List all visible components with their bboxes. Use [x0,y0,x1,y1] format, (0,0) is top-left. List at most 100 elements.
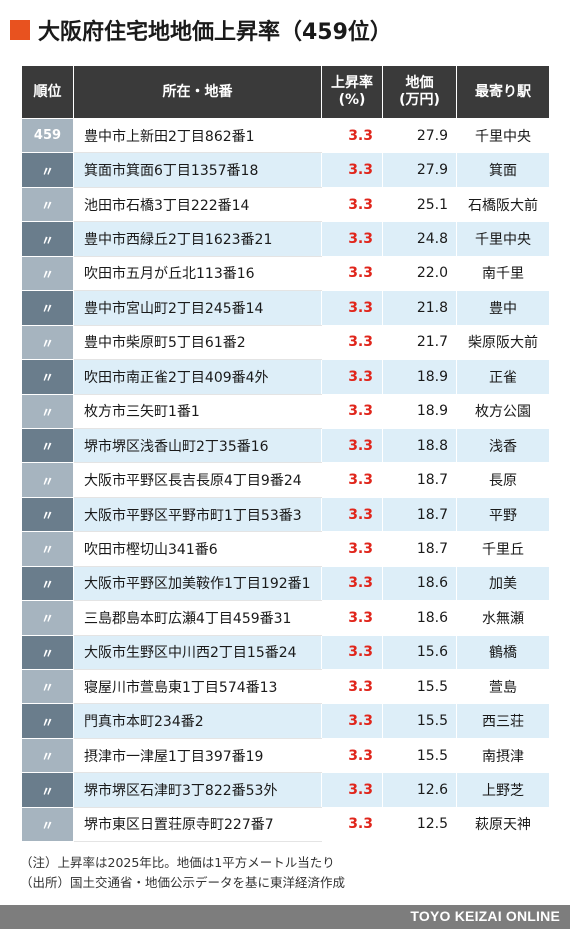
address-cell: 豊中市西緑丘2丁目1623番21 [73,221,322,257]
table-row: 〃箕面市箕面6丁目1357番18 3.3 27.9 箕面 [21,152,550,188]
rank-cell: 〃 [21,427,74,464]
address-cell: 大阪市平野区長吉長原4丁目9番24 [73,462,322,498]
table-row: 〃豊中市宮山町2丁目245番14 3.3 21.8 豊中 [21,290,550,326]
address-cell: 大阪市生野区中川西2丁目15番24 [73,634,322,671]
station-cell: 枚方公園 [456,393,550,429]
table-row: 〃大阪市平野区加美鞍作1丁目192番1 3.3 18.6 加美 [21,565,550,602]
table-row: 〃三島郡島本町広瀬4丁目459番31 3.3 18.6 水無瀬 [21,600,550,636]
rate-cell: 3.3 [321,703,383,739]
price-cell: 18.6 [382,565,457,602]
rank-cell: 〃 [21,634,74,671]
station-cell: 石橋阪大前 [456,186,550,223]
notes: （注）上昇率は2025年比。地価は1平方メートル当たり （出所）国土交通省・地価… [20,853,345,893]
rank-cell: 〃 [21,668,74,705]
rate-cell: 3.3 [321,290,383,326]
station-cell: 千里丘 [456,531,550,567]
station-cell: 箕面 [456,152,550,188]
rate-cell: 3.3 [321,806,383,843]
address-cell: 摂津市一津屋1丁目397番19 [73,737,322,774]
station-cell: 上野芝 [456,772,550,808]
address-cell: 池田市石橋3丁目222番14 [73,186,322,223]
rate-cell: 3.3 [321,427,383,464]
rank-cell: 〃 [21,737,74,774]
address-cell: 豊中市上新田2丁目862番1 [73,117,322,154]
address-cell: 堺市東区日置荘原寺町227番7 [73,806,322,843]
rate-cell: 3.3 [321,255,383,292]
address-cell: 豊中市宮山町2丁目245番14 [73,290,322,326]
table-header-row: 順位 所在・地番 上昇率 (%) 地価 (万円) 最寄り駅 [21,65,550,119]
ranking-table: 順位 所在・地番 上昇率 (%) 地価 (万円) 最寄り駅 459 豊中市上新田2丁目… [21,65,550,843]
brand-logo-text: TOYO KEIZAI ONLINE [410,908,560,924]
station-cell: 千里中央 [456,117,550,154]
rank-cell: 〃 [21,152,74,188]
header-station: 最寄り駅 [456,65,550,119]
rate-cell: 3.3 [321,393,383,429]
table-row: 〃大阪市平野区平野市町1丁目53番3 3.3 18.7 平野 [21,496,550,533]
address-cell: 大阪市平野区平野市町1丁目53番3 [73,496,322,533]
price-cell: 18.9 [382,393,457,429]
station-cell: 柴原阪大前 [456,324,550,361]
station-cell: 萱島 [456,668,550,705]
note-line-2: （出所）国土交通省・地価公示データを基に東洋経済作成 [20,875,346,890]
rate-cell: 3.3 [321,565,383,602]
rank-cell: 〃 [21,186,74,223]
station-cell: 萩原天神 [456,806,550,843]
header-rate: 上昇率 (%) [321,65,383,119]
price-cell: 15.5 [382,668,457,705]
address-cell: 三島郡島本町広瀬4丁目459番31 [73,600,322,636]
rank-cell: 〃 [21,806,74,843]
address-cell: 寝屋川市萱島東1丁目574番13 [73,668,322,705]
rate-cell: 3.3 [321,117,383,154]
price-cell: 15.6 [382,634,457,671]
station-cell: 鶴橋 [456,634,550,671]
address-cell: 豊中市柴原町5丁目61番2 [73,324,322,361]
header-price-line1: 地価 [405,75,434,91]
price-cell: 24.8 [382,221,457,257]
rank-cell: 〃 [21,393,74,429]
rate-cell: 3.3 [321,324,383,361]
station-cell: 豊中 [456,290,550,326]
address-cell: 吹田市五月が丘北113番16 [73,255,322,292]
rate-cell: 3.3 [321,496,383,533]
rank-cell: 〃 [21,496,74,533]
rank-cell: 〃 [21,324,74,361]
header-price-line2: (万円) [399,92,440,108]
rate-cell: 3.3 [321,772,383,808]
station-cell: 正雀 [456,359,550,395]
table-row: 〃吹田市南正雀2丁目409番4外 3.3 18.9 正雀 [21,359,550,395]
header-address: 所在・地番 [73,65,322,119]
table-row: 459 豊中市上新田2丁目862番1 3.3 27.9 千里中央 [21,117,550,154]
station-cell: 千里中央 [456,221,550,257]
rank-cell: 〃 [21,703,74,739]
rate-cell: 3.3 [321,359,383,395]
price-cell: 25.1 [382,186,457,223]
address-cell: 大阪市平野区加美鞍作1丁目192番1 [73,565,322,602]
table-row: 〃大阪市生野区中川西2丁目15番24 3.3 15.6 鶴橋 [21,634,550,671]
station-cell: 加美 [456,565,550,602]
table-row: 〃豊中市柴原町5丁目61番2 3.3 21.7 柴原阪大前 [21,324,550,361]
rank-cell: 〃 [21,772,74,808]
footer-bar: TOYO KEIZAI ONLINE [0,905,570,929]
header-rate-line2: (%) [338,92,366,108]
table-row: 〃大阪市平野区長吉長原4丁目9番24 3.3 18.7 長原 [21,462,550,498]
page-title: 大阪府住宅地地価上昇率（459位） [38,20,392,45]
table-row: 〃池田市石橋3丁目222番14 3.3 25.1 石橋阪大前 [21,186,550,223]
header-rate-line1: 上昇率 [331,75,373,91]
price-cell: 15.5 [382,737,457,774]
table-row: 〃吹田市五月が丘北113番16 3.3 22.0 南千里 [21,255,550,292]
station-cell: 浅香 [456,427,550,464]
table-row: 〃寝屋川市萱島東1丁目574番13 3.3 15.5 萱島 [21,668,550,705]
address-cell: 門真市本町234番2 [73,703,322,739]
price-cell: 18.7 [382,462,457,498]
rank-cell: 〃 [21,359,74,395]
price-cell: 18.9 [382,359,457,395]
price-cell: 18.6 [382,600,457,636]
rank-cell: 〃 [21,600,74,636]
price-cell: 15.5 [382,703,457,739]
address-cell: 吹田市樫切山341番6 [73,531,322,567]
rank-cell: 〃 [21,221,74,257]
rank-cell: 459 [21,117,74,154]
table-row: 〃堺市堺区浅香山町2丁35番16 3.3 18.8 浅香 [21,427,550,464]
rank-cell: 〃 [21,255,74,292]
header-price: 地価 (万円) [382,65,457,119]
